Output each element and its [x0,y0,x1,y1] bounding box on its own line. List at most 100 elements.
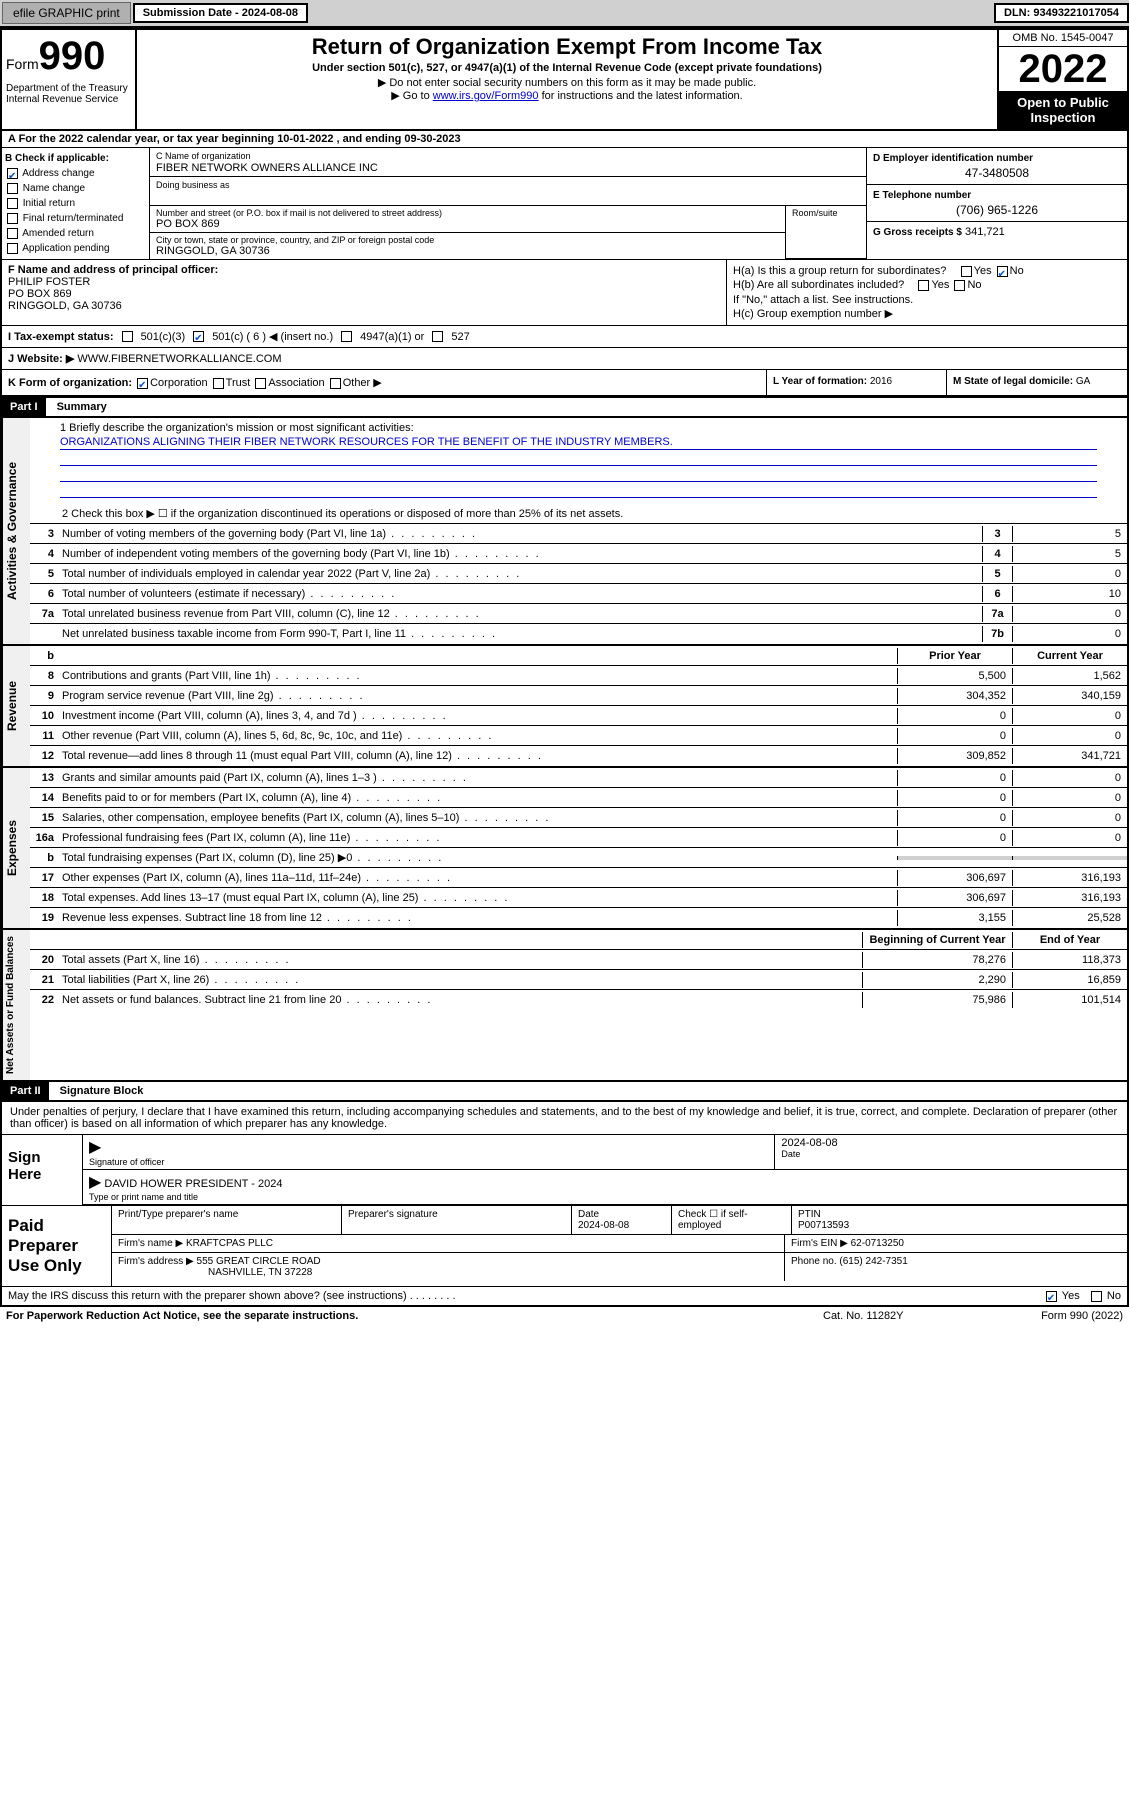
exp-line: 18 Total expenses. Add lines 13–17 (must… [30,888,1127,908]
line-num: 10 [30,708,58,724]
firm-addr-cell: Firm's address ▶ 555 GREAT CIRCLE ROADNA… [112,1253,785,1281]
line-box: 5 [982,566,1012,582]
line-num: 5 [30,566,58,582]
mission-blank-line [60,484,1097,498]
checkbox-icon[interactable] [997,266,1008,277]
governance-section: Activities & Governance 1 Briefly descri… [0,418,1129,646]
firm-name-cell: Firm's name ▶ KRAFTCPAS PLLC [112,1235,785,1252]
line-num: 17 [30,870,58,886]
ha-question: H(a) Is this a group return for subordin… [733,264,1121,278]
mission-blank-line [60,452,1097,466]
line-num: 4 [30,546,58,562]
line-num: 12 [30,748,58,764]
checkbox-icon[interactable] [341,331,352,342]
line-value: 0 [1012,566,1127,582]
checkbox-icon[interactable] [330,378,341,389]
form-footer-label: Form 990 (2022) [983,1310,1123,1322]
checkbox-icon[interactable] [213,378,224,389]
checkbox-icon[interactable] [193,331,204,342]
part-i-label: Part I [2,398,46,416]
check-amended[interactable]: Amended return [5,226,146,241]
check-address-change[interactable]: Address change [5,166,146,181]
rev-line: 12 Total revenue—add lines 8 through 11 … [30,746,1127,766]
line-desc: Number of independent voting members of … [58,546,982,562]
line-num: 15 [30,810,58,826]
city-label: City or town, state or province, country… [156,235,779,245]
checkbox-icon[interactable] [954,280,965,291]
begin-value: 75,986 [862,992,1012,1008]
ein-cell: D Employer identification number 47-3480… [867,148,1127,185]
check-final-return[interactable]: Final return/terminated [5,211,146,226]
gross-receipts-cell: G Gross receipts $ 341,721 [867,222,1127,242]
section-f: F Name and address of principal officer:… [2,260,727,325]
end-value: 16,859 [1012,972,1127,988]
officer-addr1: PO BOX 869 [8,288,720,300]
rev-line: 10 Investment income (Part VIII, column … [30,706,1127,726]
irs-link[interactable]: www.irs.gov/Form990 [433,90,539,102]
preparer-sig-label: Preparer's signature [348,1209,438,1220]
net-assets-section: Net Assets or Fund Balances Beginning of… [0,930,1129,1082]
line-desc: Professional fundraising fees (Part IX, … [58,830,897,846]
check-name-change[interactable]: Name change [5,181,146,196]
opt-association: Association [268,377,324,389]
ptin-cell: PTINP00713593 [792,1206,1127,1234]
gross-label: G Gross receipts $ [873,227,962,238]
mission-label: 1 Briefly describe the organization's mi… [60,422,1097,434]
k-label: K Form of organization: [8,377,132,389]
check-label: Name change [23,183,85,194]
header-blank [58,938,862,942]
prior-value: 0 [897,708,1012,724]
begin-year-header: Beginning of Current Year [862,932,1012,948]
line-num: 20 [30,952,58,968]
checkbox-icon[interactable] [1091,1291,1102,1302]
section-m: M State of legal domicile: GA [947,370,1127,395]
phone-cell: E Telephone number (706) 965-1226 [867,185,1127,222]
section-b-label: B Check if applicable: [5,151,146,166]
expenses-content: 13 Grants and similar amounts paid (Part… [30,768,1127,928]
line-box: 3 [982,526,1012,542]
room-cell: Room/suite [786,206,866,259]
line-box: 6 [982,586,1012,602]
officer-sig-row: ▶ Signature of officer 2024-08-08 Date [83,1135,1127,1170]
prior-value: 3,155 [897,910,1012,926]
ein-label: D Employer identification number [873,153,1033,164]
checkbox-icon[interactable] [918,280,929,291]
gov-line: 3 Number of voting members of the govern… [30,524,1127,544]
exp-line: 15 Salaries, other compensation, employe… [30,808,1127,828]
expenses-section: Expenses 13 Grants and similar amounts p… [0,768,1129,930]
checkbox-icon[interactable] [961,266,972,277]
line-desc: Total assets (Part X, line 16) [58,952,862,968]
form-number: Form990 [6,34,131,79]
begin-value: 2,290 [862,972,1012,988]
check-initial-return[interactable]: Initial return [5,196,146,211]
line-2-desc: 2 Check this box ▶ ☐ if the organization… [58,505,1127,522]
instructions-note: ▶ Go to www.irs.gov/Form990 for instruct… [145,89,989,102]
public-inspection: Open to Public Inspection [999,91,1127,129]
revenue-vert-label: Revenue [2,646,30,766]
exp-line: 17 Other expenses (Part IX, column (A), … [30,868,1127,888]
exp-line: 14 Benefits paid to or for members (Part… [30,788,1127,808]
calendar-year-row: A For the 2022 calendar year, or tax yea… [0,131,1129,148]
checkbox-icon[interactable] [432,331,443,342]
prep-date-label: Date [578,1209,599,1220]
city-value: RINGGOLD, GA 30736 [156,245,270,257]
discuss-text: May the IRS discuss this return with the… [8,1290,1044,1302]
end-year-header: End of Year [1012,932,1127,948]
checkbox-icon [7,183,18,194]
opt-corporation: Corporation [150,377,207,389]
header-blank [58,654,897,658]
line-desc: Total number of individuals employed in … [58,566,982,582]
mission-value: ORGANIZATIONS ALIGNING THEIR FIBER NETWO… [60,436,1097,450]
checkbox-icon [7,168,18,179]
hc-question: H(c) Group exemption number ▶ [733,307,1121,321]
preparer-row-1: Print/Type preparer's name Preparer's si… [112,1206,1127,1235]
checkbox-icon[interactable] [255,378,266,389]
check-application-pending[interactable]: Application pending [5,241,146,256]
checkbox-icon[interactable] [122,331,133,342]
checkbox-icon [7,243,18,254]
efile-print-button[interactable]: efile GRAPHIC print [2,2,131,24]
checkbox-icon[interactable] [137,378,148,389]
line-num: 6 [30,586,58,602]
line-desc: Investment income (Part VIII, column (A)… [58,708,897,724]
checkbox-icon[interactable] [1046,1291,1057,1302]
